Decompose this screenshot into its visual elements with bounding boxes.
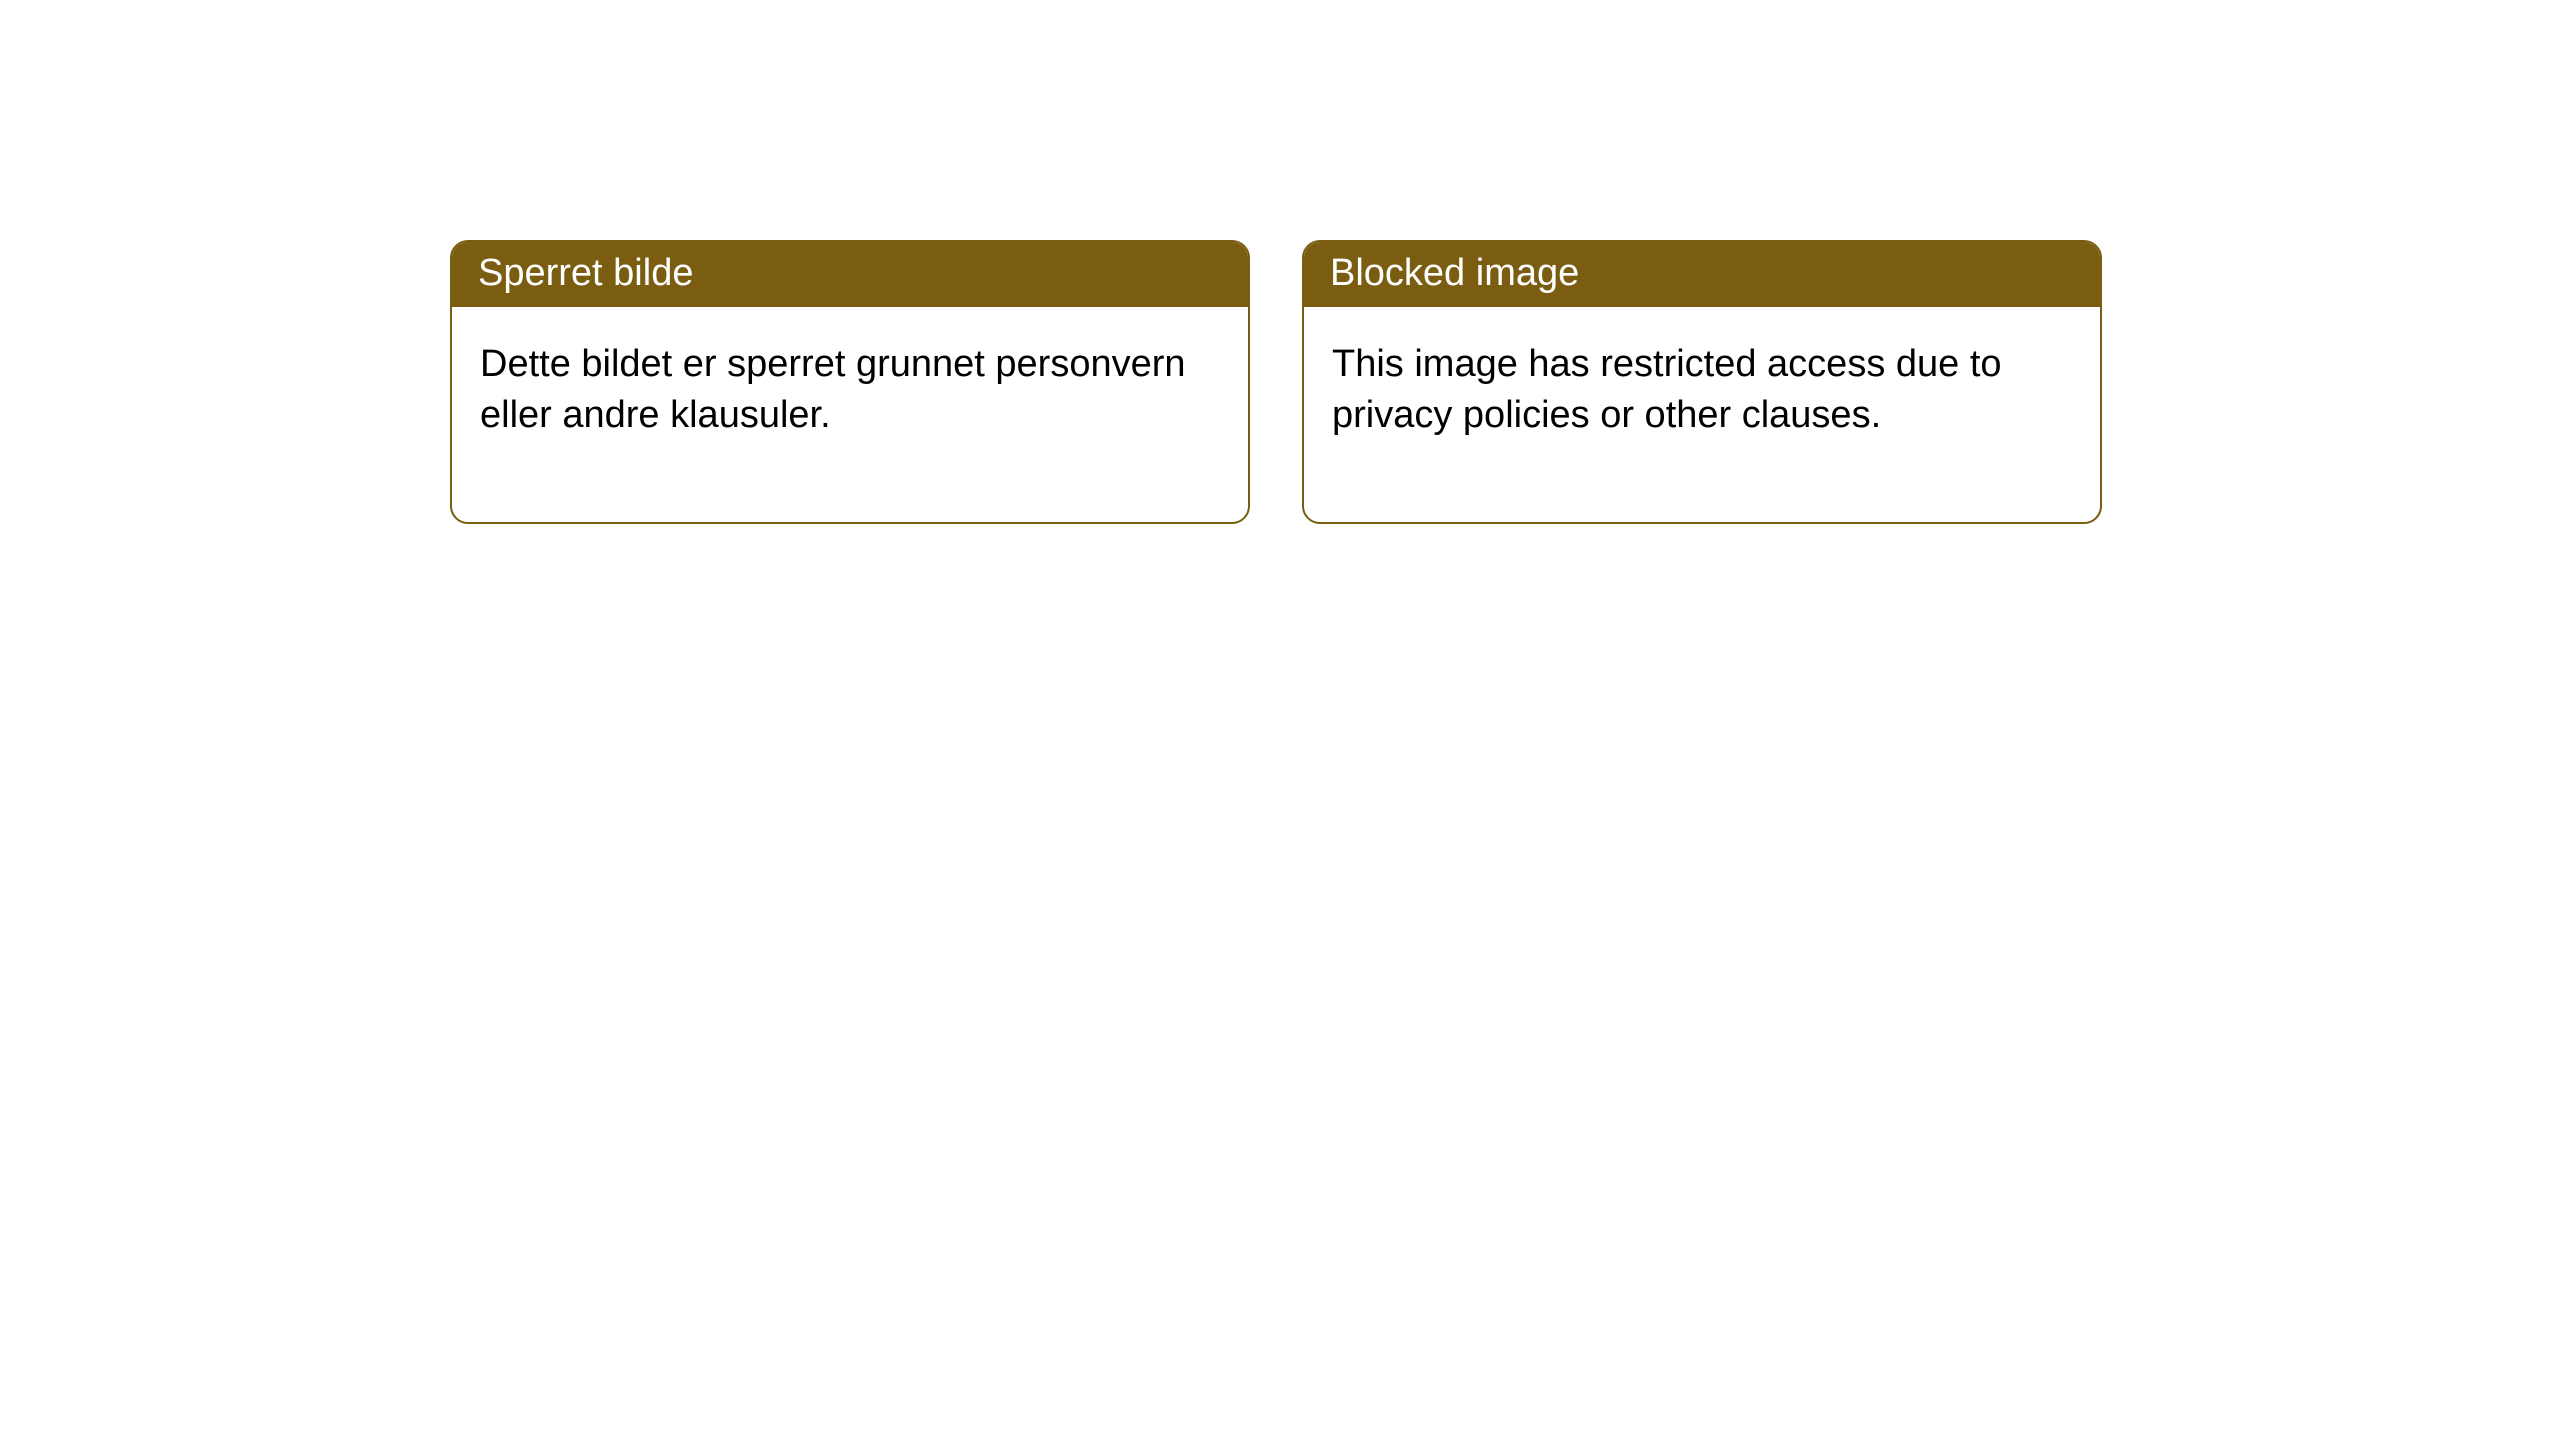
notice-container: Sperret bilde Dette bildet er sperret gr… xyxy=(450,240,2102,524)
blocked-image-card-en: Blocked image This image has restricted … xyxy=(1302,240,2102,524)
blocked-image-card-no: Sperret bilde Dette bildet er sperret gr… xyxy=(450,240,1250,524)
card-body-no: Dette bildet er sperret grunnet personve… xyxy=(452,307,1248,522)
card-title-no: Sperret bilde xyxy=(452,242,1248,307)
card-title-en: Blocked image xyxy=(1304,242,2100,307)
card-body-en: This image has restricted access due to … xyxy=(1304,307,2100,522)
